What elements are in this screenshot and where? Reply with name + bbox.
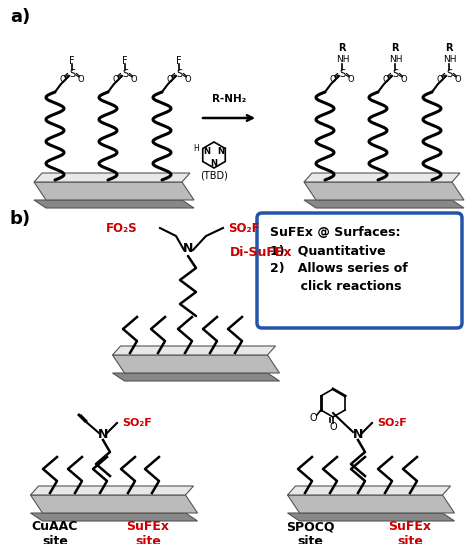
Text: F: F — [176, 56, 182, 66]
Polygon shape — [30, 513, 198, 521]
Text: 1)   Quantitative: 1) Quantitative — [270, 244, 386, 257]
Polygon shape — [30, 486, 193, 495]
Text: b): b) — [10, 210, 31, 228]
Text: O: O — [78, 75, 84, 83]
Text: R: R — [445, 43, 453, 53]
Text: NH: NH — [443, 54, 457, 64]
Text: O: O — [455, 75, 461, 83]
Text: O: O — [113, 75, 119, 83]
Text: N: N — [183, 242, 193, 255]
Text: S: S — [339, 69, 345, 79]
Text: R-NH₂: R-NH₂ — [212, 94, 246, 104]
Text: S: S — [69, 69, 75, 79]
Polygon shape — [34, 200, 194, 208]
Text: NH: NH — [389, 54, 403, 64]
Polygon shape — [304, 173, 460, 182]
Text: N: N — [218, 146, 224, 156]
Text: S: S — [446, 69, 452, 79]
Polygon shape — [304, 200, 464, 208]
Text: SuFEx @ Surfaces:: SuFEx @ Surfaces: — [270, 226, 401, 239]
Text: Di-SuFEx: Di-SuFEx — [230, 246, 292, 259]
Polygon shape — [112, 355, 280, 373]
Polygon shape — [34, 173, 190, 182]
Text: O: O — [437, 75, 443, 83]
Polygon shape — [112, 373, 280, 381]
Text: O: O — [383, 75, 389, 83]
Text: S: S — [392, 69, 398, 79]
Text: SO₂F: SO₂F — [122, 418, 152, 428]
Text: F: F — [69, 56, 75, 66]
Text: O: O — [348, 75, 354, 83]
Text: R: R — [338, 43, 346, 53]
Text: O: O — [309, 413, 317, 423]
Text: FO₂S: FO₂S — [106, 221, 138, 234]
Text: N: N — [210, 158, 218, 168]
Text: CuAAC
site: CuAAC site — [32, 520, 78, 544]
Text: O: O — [185, 75, 191, 83]
Text: N: N — [203, 146, 210, 156]
Polygon shape — [304, 182, 464, 200]
Text: (TBD): (TBD) — [200, 170, 228, 180]
Text: SPOCQ
site: SPOCQ site — [286, 520, 334, 544]
Text: click reactions: click reactions — [270, 280, 401, 293]
Text: O: O — [330, 75, 337, 83]
Text: NH: NH — [336, 54, 350, 64]
Polygon shape — [112, 346, 275, 355]
Polygon shape — [34, 182, 194, 200]
Polygon shape — [288, 486, 450, 495]
Text: H: H — [193, 144, 199, 153]
Polygon shape — [288, 495, 455, 513]
Text: R: R — [391, 43, 399, 53]
FancyBboxPatch shape — [257, 213, 462, 328]
Text: O: O — [401, 75, 407, 83]
Polygon shape — [30, 495, 198, 513]
Text: O: O — [60, 75, 66, 83]
Text: SO₂F: SO₂F — [377, 418, 407, 428]
Text: O: O — [167, 75, 173, 83]
Text: N: N — [98, 429, 108, 442]
Text: N: N — [353, 429, 363, 442]
Text: O: O — [329, 422, 337, 432]
Text: O: O — [131, 75, 137, 83]
Text: S: S — [176, 69, 182, 79]
Text: S: S — [122, 69, 128, 79]
Text: 2)   Allows series of: 2) Allows series of — [270, 262, 408, 275]
Text: a): a) — [10, 8, 30, 26]
Text: SuFEx
site: SuFEx site — [127, 520, 170, 544]
Text: F: F — [122, 56, 128, 66]
Text: SO₂F: SO₂F — [228, 221, 260, 234]
Text: SuFEx
site: SuFEx site — [389, 520, 431, 544]
Polygon shape — [288, 513, 455, 521]
